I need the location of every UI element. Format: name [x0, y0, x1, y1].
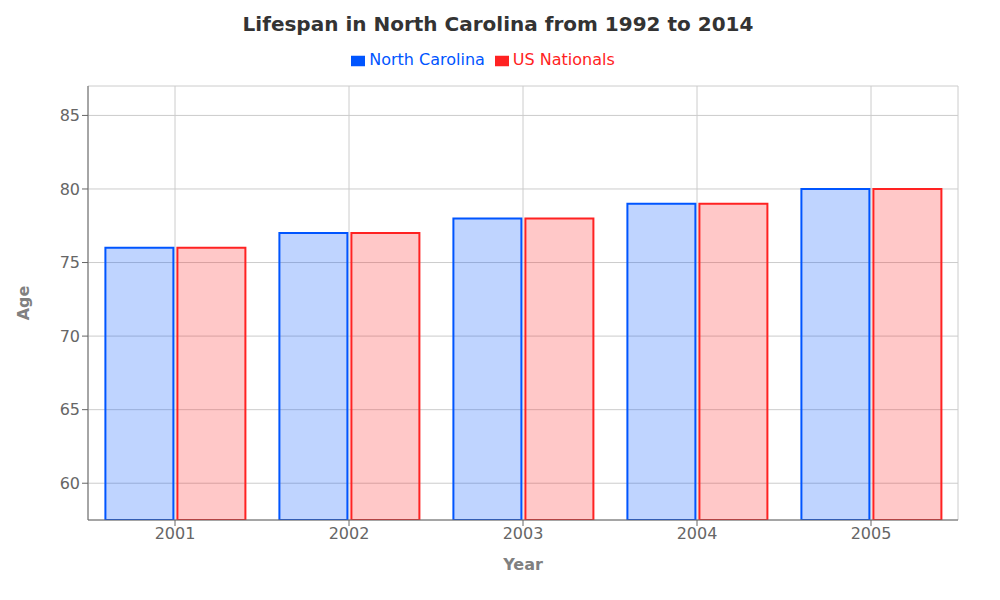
svg-text:60: 60 — [60, 474, 80, 493]
svg-text:75: 75 — [60, 253, 80, 272]
svg-text:Age: Age — [14, 286, 33, 321]
svg-text:2003: 2003 — [503, 524, 544, 543]
svg-text:2002: 2002 — [329, 524, 370, 543]
svg-text:80: 80 — [60, 180, 80, 199]
svg-text:2004: 2004 — [677, 524, 718, 543]
svg-text:85: 85 — [60, 106, 80, 125]
svg-text:Year: Year — [502, 555, 543, 574]
svg-text:2005: 2005 — [851, 524, 892, 543]
svg-text:65: 65 — [60, 400, 80, 419]
html-text:US Nationals: US Nationals — [512, 50, 615, 69]
svg-text:2001: 2001 — [155, 524, 196, 543]
html-text:Lifespan in North Carolina fro: Lifespan in North Carolina from 1992 to … — [242, 12, 754, 36]
svg-text:70: 70 — [60, 327, 80, 346]
html-text:North Carolina: North Carolina — [369, 50, 485, 69]
